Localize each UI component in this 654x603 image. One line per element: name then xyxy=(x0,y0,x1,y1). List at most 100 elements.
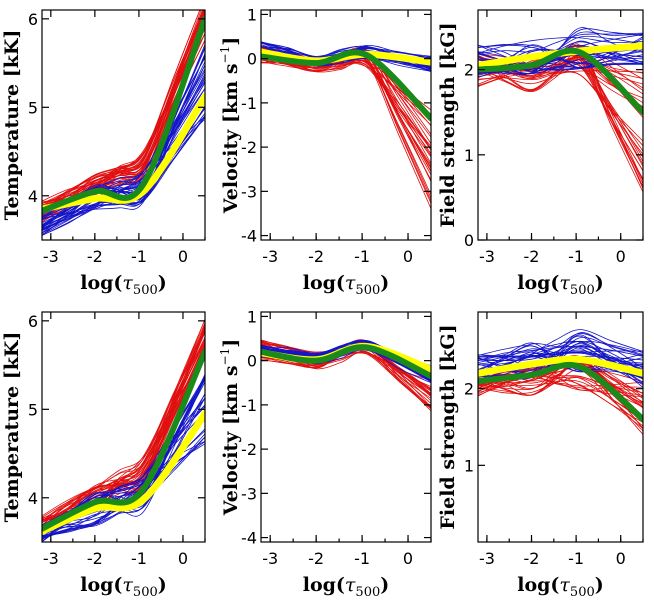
y-tick-label: 1 xyxy=(464,146,474,165)
y-tick-label: -1 xyxy=(241,396,257,415)
y-tick-label: -2 xyxy=(241,138,257,157)
x-tick-label: -3 xyxy=(479,549,495,568)
plot-area xyxy=(261,41,431,209)
series-line-red xyxy=(42,10,205,204)
plot-frame xyxy=(260,9,432,241)
x-tick-label: -1 xyxy=(354,549,370,568)
x-axis-label: log(τ500) xyxy=(303,272,390,298)
x-tick-label: -2 xyxy=(308,247,324,266)
series-line-red xyxy=(478,55,643,193)
y-tick-label: 1 xyxy=(464,456,474,475)
series-line-red xyxy=(42,338,205,522)
x-tick-label: 0 xyxy=(178,247,188,266)
x-tick-label: -3 xyxy=(262,247,278,266)
x-tick-label: -2 xyxy=(308,549,324,568)
series-line-blue xyxy=(42,97,205,234)
series-line-red xyxy=(478,54,643,91)
plot-frame xyxy=(477,311,644,543)
series-line-red xyxy=(478,70,643,146)
y-tick-label: 2 xyxy=(464,61,474,80)
y-tick-label: -4 xyxy=(241,529,257,548)
plot-area xyxy=(478,329,643,435)
y-tick-label: 0 xyxy=(464,231,474,250)
y-tick-label: 1 xyxy=(247,307,257,326)
y-tick-label: 4 xyxy=(28,489,38,508)
series-line-mean-red xyxy=(478,361,643,423)
x-axis-label: log(τ500) xyxy=(80,574,167,600)
x-tick-label: 0 xyxy=(403,549,413,568)
x-axis-label: log(τ500) xyxy=(517,272,604,298)
series-line-blue xyxy=(42,82,205,232)
plot-area xyxy=(42,319,205,542)
y-tick-label: 4 xyxy=(28,187,38,206)
x-tick-label: -1 xyxy=(354,247,370,266)
y-tick-label: 5 xyxy=(28,98,38,117)
series-line-red xyxy=(261,46,431,202)
series-line-blue xyxy=(42,73,205,230)
y-axis-label: Velocity [km s−1] xyxy=(218,339,242,516)
series-line-mean-blue xyxy=(478,355,643,377)
series-line-red xyxy=(261,46,431,209)
plot-frame xyxy=(260,311,432,543)
y-tick-label: 0 xyxy=(247,50,257,69)
panel-r1-velocity: -3 -2 -1 0 -4 -3 -2 -1 0 1 log(τ500) Velocity [km s… xyxy=(218,5,432,298)
x-tick-label: -2 xyxy=(524,549,540,568)
series-line-red xyxy=(261,60,431,111)
y-axis-label: Velocity [km s−1] xyxy=(218,37,242,214)
series-line-red xyxy=(261,51,431,172)
series-line-red xyxy=(42,342,205,528)
x-tick-label: -1 xyxy=(568,247,584,266)
series-line-mean-red xyxy=(42,15,205,214)
series-line-red xyxy=(478,379,643,422)
x-tick-label: -1 xyxy=(568,549,584,568)
plot-area xyxy=(42,10,205,236)
series-line-mean-blue xyxy=(42,410,205,535)
panel-r1-field: -3 -2 -1 0 0 1 2 log(τ500) Field strength [kG] xyxy=(437,9,644,298)
series-line-blue xyxy=(478,42,643,70)
y-axis-label: Field strength [kG] xyxy=(437,22,459,227)
plot-frame xyxy=(41,311,206,543)
series-line-blue xyxy=(478,32,643,54)
y-axis-label: Temperature [kK] xyxy=(1,30,23,221)
y-tick-label: 1 xyxy=(247,5,257,24)
panel-r2-temperature: -3 -2 -1 0 4 5 6 log(τ500) Temperature [kK] xyxy=(1,311,206,600)
plot-frame xyxy=(41,9,206,241)
series-line-mean-red xyxy=(478,47,643,116)
series-line-red xyxy=(478,56,643,80)
x-tick-label: 0 xyxy=(616,549,626,568)
x-tick-label: -2 xyxy=(87,549,103,568)
y-tick-label: 6 xyxy=(28,312,38,331)
series-line-mean-red xyxy=(261,49,431,122)
plot-area xyxy=(261,339,431,412)
series-line-mean-red xyxy=(261,344,431,380)
y-tick-label: -1 xyxy=(241,94,257,113)
series-line-red xyxy=(42,354,205,526)
series-line-red xyxy=(42,341,205,532)
series-line-blue xyxy=(478,37,643,54)
series-line-mean-red xyxy=(42,348,205,532)
y-tick-label: -4 xyxy=(241,227,257,246)
x-tick-label: -1 xyxy=(131,549,147,568)
series-line-red xyxy=(478,366,643,429)
x-tick-label: -1 xyxy=(131,247,147,266)
x-axis-label: log(τ500) xyxy=(517,574,604,600)
y-tick-label: 0 xyxy=(247,352,257,371)
plot-frame xyxy=(477,9,644,241)
series-line-red xyxy=(478,50,643,167)
panel-r1-temperature: -3 -2 -1 0 4 5 6 log(τ500) Temperature [kK] xyxy=(1,9,206,298)
series-line-blue xyxy=(478,34,643,74)
x-tick-label: -2 xyxy=(87,247,103,266)
x-tick-label: 0 xyxy=(178,549,188,568)
y-axis-label: Field strength [kG] xyxy=(437,324,459,529)
y-tick-label: 2 xyxy=(464,380,474,399)
series-line-red xyxy=(42,353,205,526)
panel-r2-velocity: -3 -2 -1 0 -4 -3 -2 -1 0 1 log(τ500) Velocity [km s… xyxy=(218,307,432,600)
y-tick-label: 6 xyxy=(28,10,38,29)
x-tick-label: -3 xyxy=(479,247,495,266)
y-tick-label: -3 xyxy=(241,182,257,201)
y-tick-label: -3 xyxy=(241,484,257,503)
plot-area xyxy=(478,27,643,193)
series-line-red xyxy=(42,10,204,208)
x-tick-label: 0 xyxy=(403,247,413,266)
